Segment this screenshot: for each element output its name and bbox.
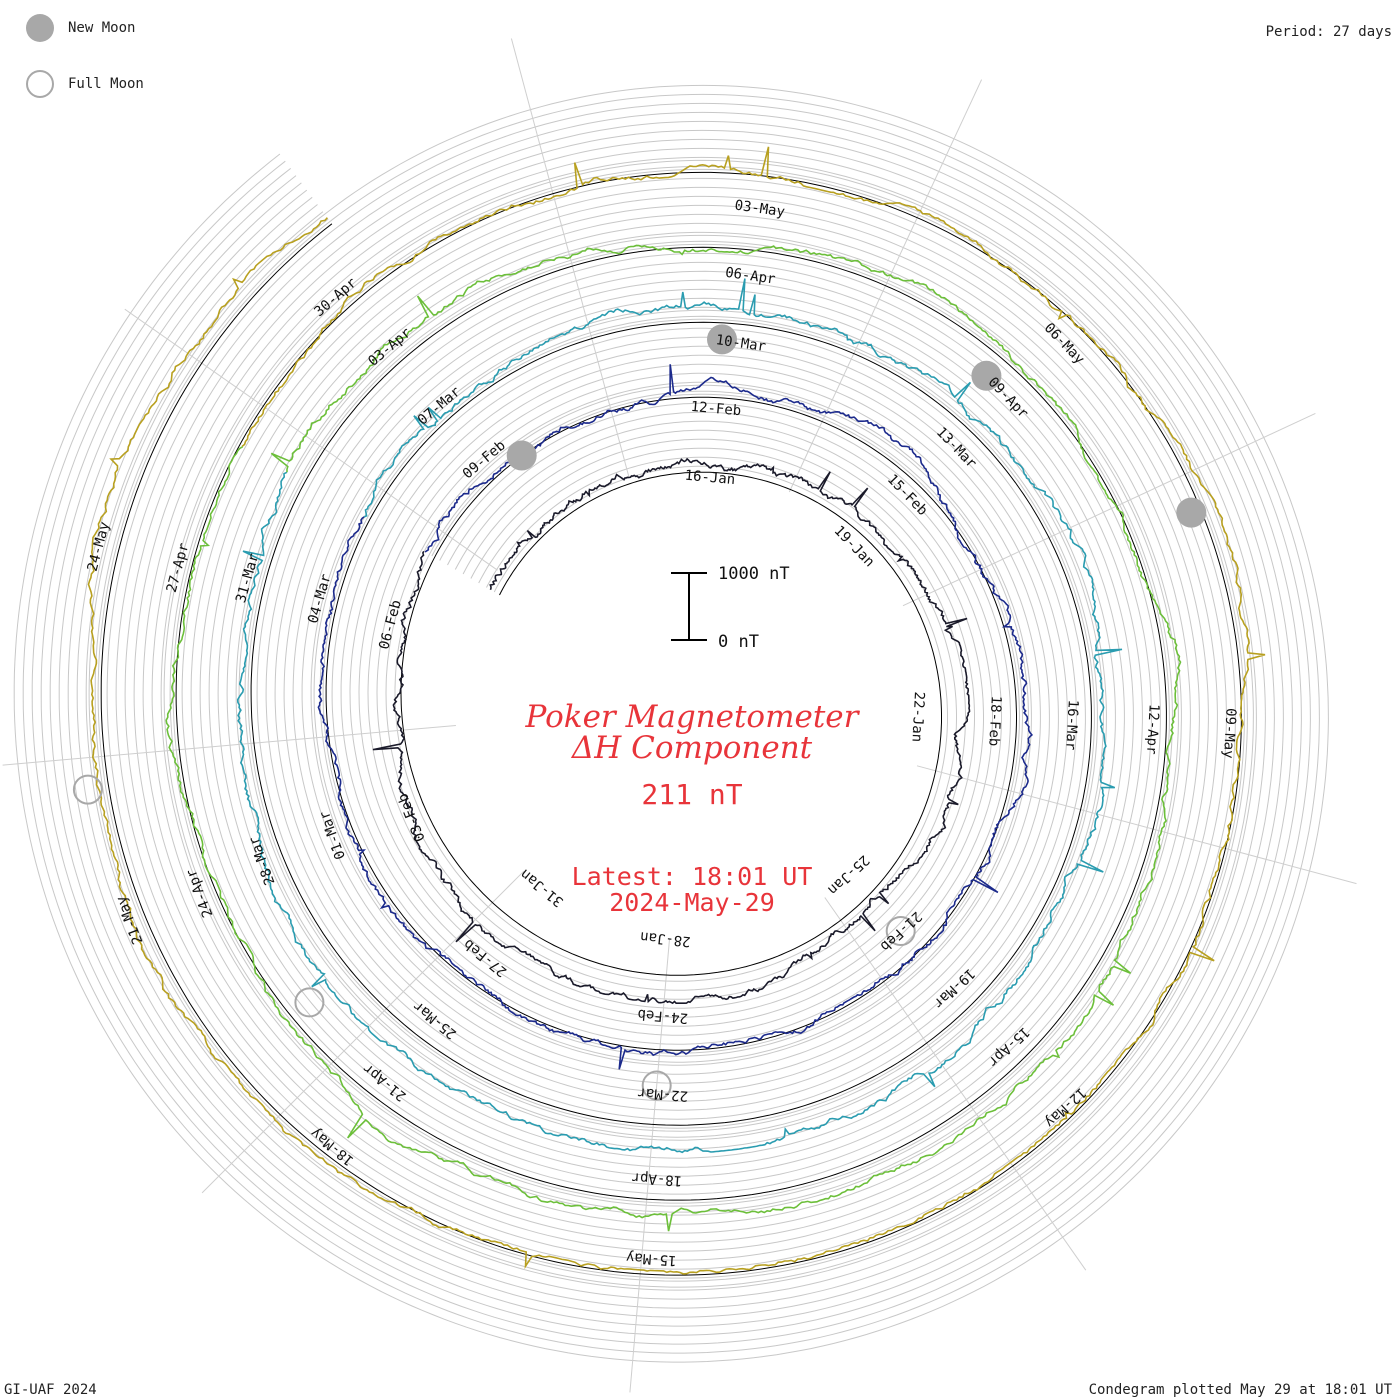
period-label: Period: 27 days bbox=[1265, 24, 1392, 40]
date-label: 09-Apr bbox=[985, 374, 1032, 421]
date-label: 22-Mar bbox=[637, 1084, 689, 1103]
grid-spiral-5 bbox=[49, 120, 1293, 1327]
date-label: 19-Mar bbox=[930, 965, 978, 1011]
date-label: 24-Feb bbox=[637, 1006, 689, 1026]
date-label: 03-May bbox=[734, 197, 786, 220]
day-spoke bbox=[124, 308, 498, 571]
new-moon-marker bbox=[971, 360, 1002, 391]
moon-phase-markers bbox=[72, 324, 1207, 1101]
date-label: 16-Jan bbox=[684, 468, 736, 488]
date-label: 07-Mar bbox=[415, 384, 464, 429]
date-label: 12-Feb bbox=[690, 399, 742, 419]
date-label: 10-Mar bbox=[715, 332, 767, 355]
legend-full-moon: Full Moon bbox=[26, 70, 144, 98]
date-label: 19-Jan bbox=[831, 523, 878, 570]
date-label: 15-May bbox=[626, 1249, 678, 1268]
full-moon-marker bbox=[885, 916, 916, 946]
series-revolution-4 bbox=[165, 244, 1182, 1232]
date-label: 12-Apr bbox=[1143, 704, 1162, 755]
date-label: 15-Feb bbox=[884, 471, 931, 518]
grid-spiral-3 bbox=[67, 138, 1275, 1309]
date-label: 25-Jan bbox=[824, 852, 872, 898]
new-moon-marker bbox=[707, 324, 737, 355]
grid-spiral-4 bbox=[58, 129, 1284, 1318]
chart-subtitle: ΔH Component bbox=[571, 730, 813, 766]
footer-timestamp: Condegram plotted May 29 at 18:01 UT bbox=[1088, 1382, 1392, 1398]
chart-title: Poker Magnetometer bbox=[525, 699, 861, 735]
full-moon-marker bbox=[294, 987, 325, 1018]
date-label: 24-Apr bbox=[183, 867, 216, 920]
footer-credit: GI-UAF 2024 bbox=[4, 1382, 97, 1398]
series-revolution-3 bbox=[236, 278, 1123, 1154]
current-value: 211 nT bbox=[641, 778, 742, 811]
day-spoke bbox=[916, 765, 1357, 885]
latest-time: Latest: 18:01 UT bbox=[572, 862, 813, 891]
date-label: 31-Jan bbox=[517, 865, 566, 909]
center-title: Poker Magnetometer ΔH Component 211 nT L… bbox=[525, 699, 861, 917]
scale-bar-bottom-label: 0 nT bbox=[718, 632, 759, 652]
full-moon-marker bbox=[72, 774, 103, 805]
date-label: 18-Feb bbox=[985, 695, 1004, 746]
scale-bar: 1000 nT 0 nT bbox=[671, 564, 790, 652]
series-revolution-5 bbox=[87, 146, 1266, 1275]
day-spoke bbox=[629, 939, 670, 1393]
date-label: 22-Jan bbox=[908, 691, 927, 742]
day-spoke bbox=[902, 412, 1316, 607]
date-label: 16-Mar bbox=[1062, 699, 1081, 750]
day-spoke bbox=[510, 38, 630, 479]
date-label: 30-Apr bbox=[311, 275, 360, 320]
data-series bbox=[87, 146, 1266, 1275]
grid-spiral-8 bbox=[22, 93, 1320, 1354]
full-moon-marker bbox=[641, 1070, 672, 1101]
zero-reference-spiral bbox=[100, 171, 1242, 1276]
new-moon-icon bbox=[26, 14, 54, 42]
grid-spiral-1 bbox=[85, 156, 1257, 1291]
date-label: 06-Feb bbox=[376, 598, 405, 651]
series-revolution-1 bbox=[372, 457, 971, 1005]
date-label: 03-Feb bbox=[395, 791, 429, 844]
legend-new-moon-label: New Moon bbox=[68, 20, 136, 36]
spiral-grid bbox=[13, 84, 1329, 1363]
series-revolution-2 bbox=[317, 364, 1034, 1070]
full-moon-icon bbox=[26, 70, 54, 98]
legend-new-moon: New Moon bbox=[26, 14, 135, 42]
date-label: 09-May bbox=[1220, 708, 1239, 759]
grid-spiral-0 bbox=[94, 165, 1248, 1282]
zero-reference-line bbox=[100, 171, 1242, 1276]
grid-spiral-9 bbox=[13, 84, 1329, 1363]
grid-spiral-6 bbox=[40, 111, 1302, 1336]
latest-date: 2024-May-29 bbox=[609, 888, 775, 917]
new-moon-marker bbox=[506, 440, 537, 471]
date-label: 18-Apr bbox=[631, 1169, 683, 1188]
day-spoke bbox=[824, 897, 1087, 1271]
date-label: 28-Jan bbox=[639, 928, 691, 949]
scale-bar-top-label: 1000 nT bbox=[718, 564, 790, 584]
date-label: 06-Apr bbox=[724, 265, 776, 288]
new-moon-marker bbox=[1176, 497, 1207, 528]
day-spoke bbox=[2, 725, 456, 766]
grid-spiral-2 bbox=[76, 147, 1266, 1300]
grid-spiral-7 bbox=[31, 102, 1311, 1345]
legend-full-moon-label: Full Moon bbox=[68, 76, 144, 92]
